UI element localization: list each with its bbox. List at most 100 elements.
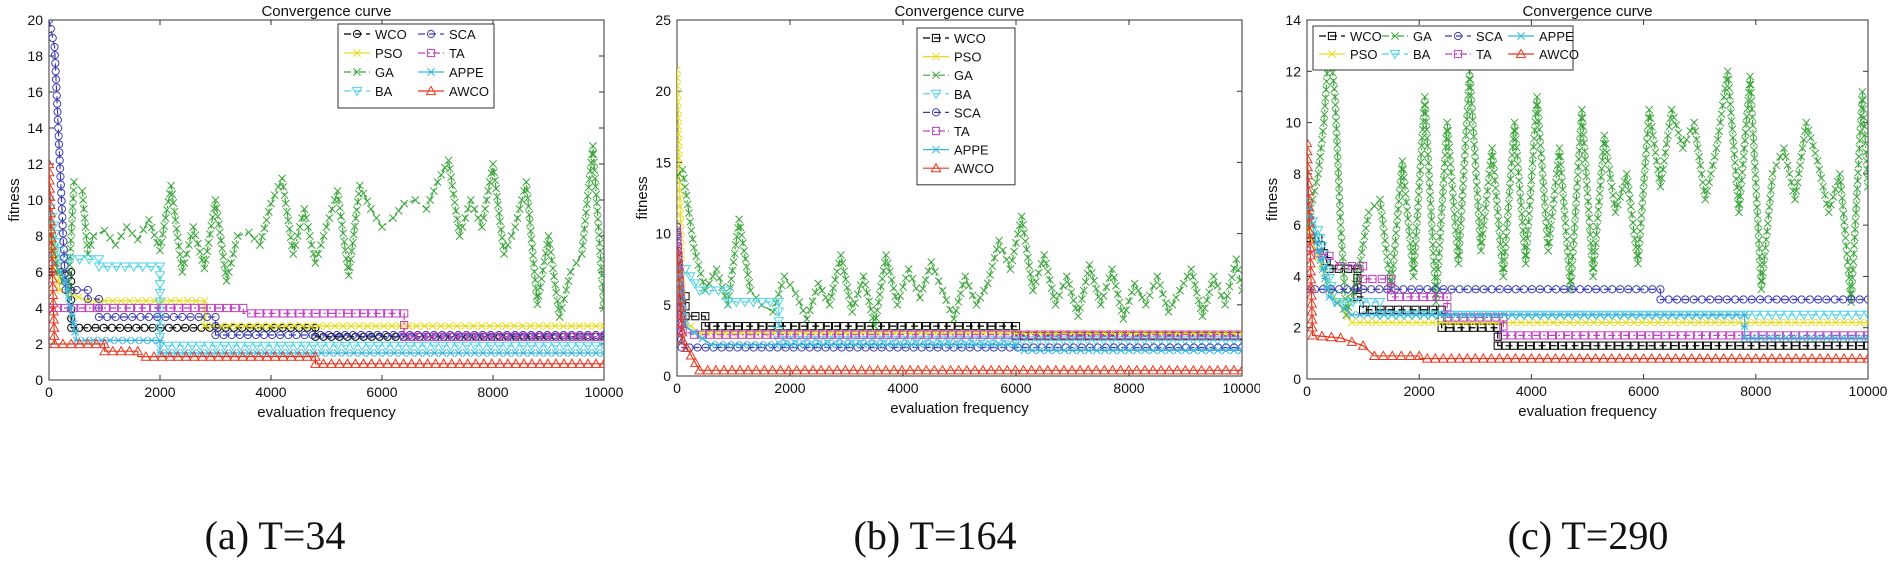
data-point-appe (1516, 310, 1525, 319)
legend-marker-ta (931, 126, 941, 136)
data-point-ga (1789, 186, 1798, 195)
data-point-ga (1731, 158, 1739, 167)
data-point-ga (1853, 176, 1862, 185)
data-point-ga (1616, 192, 1624, 201)
x-axis-label: evaluation frequency (1518, 403, 1657, 420)
data-point-awco (1766, 352, 1778, 363)
data-point-ga (546, 248, 555, 257)
data-point-ga (117, 232, 126, 240)
data-point-ga (1477, 238, 1486, 247)
data-point-ga (1397, 165, 1406, 174)
data-point-awco (124, 345, 135, 356)
data-point-ga (1497, 256, 1506, 265)
data-point-ta (1507, 331, 1516, 340)
data-point-ta (1645, 331, 1654, 340)
data-point-ba (1155, 336, 1167, 347)
data-point-awco (1236, 364, 1242, 375)
data-point-wco (75, 323, 84, 332)
data-point-appe (1798, 334, 1807, 342)
data-point-awco (382, 358, 394, 368)
data-point-ga (492, 184, 500, 193)
data-point-appe (114, 336, 123, 345)
data-point-ga (699, 278, 707, 286)
data-point-ga (1115, 298, 1124, 307)
data-point-ga (229, 250, 238, 258)
data-point-ba (93, 262, 105, 273)
data-point-ga (1059, 281, 1068, 290)
data-point-awco (677, 334, 689, 345)
data-point-ga (1529, 151, 1538, 160)
y-tick-label: 12 (1285, 63, 1301, 79)
data-point-ga (1658, 165, 1667, 174)
data-point-wco (327, 332, 336, 341)
data-point-awco (888, 364, 900, 375)
data-point-ga (1548, 212, 1556, 221)
data-point-ga (1504, 207, 1513, 216)
data-point-ga (1569, 244, 1578, 253)
data-point-ga (593, 214, 602, 223)
data-point-appe (1708, 310, 1717, 319)
data-point-ga (1859, 105, 1868, 114)
data-point-ga (1203, 296, 1211, 305)
data-point-ga (78, 187, 87, 195)
data-point-ga (827, 292, 836, 301)
data-point-sca (57, 188, 66, 197)
data-point-awco (1123, 364, 1135, 375)
data-point-appe (923, 340, 932, 349)
data-point-ga (1476, 246, 1485, 255)
data-point-wco (1493, 341, 1502, 350)
data-point-ga (964, 281, 973, 290)
data-point-ga (1744, 88, 1753, 97)
data-point-ga (191, 231, 200, 240)
data-point-ta (271, 309, 280, 318)
data-point-ga (207, 221, 216, 230)
data-point-awco (1074, 364, 1086, 375)
data-point-ba (137, 262, 149, 273)
data-point-awco (590, 358, 602, 368)
data-point-ga (580, 225, 589, 234)
data-point-ga (545, 240, 554, 249)
data-point-ga (1703, 186, 1712, 195)
data-point-ga (844, 291, 853, 300)
data-point-pso (591, 322, 600, 330)
y-axis-label: fitness (1264, 178, 1281, 221)
data-point-ga (458, 223, 467, 231)
data-point-sca (765, 343, 774, 352)
y-tick-label: 18 (27, 48, 43, 64)
data-point-ta (931, 330, 940, 339)
data-point-appe (1831, 334, 1840, 342)
data-point-sca (701, 343, 710, 352)
data-point-ga (912, 284, 921, 293)
data-point-ba (51, 238, 63, 249)
data-point-ga (217, 236, 226, 245)
data-point-ga (908, 274, 917, 283)
data-point-wco (197, 323, 206, 332)
data-point-ga (1600, 131, 1609, 140)
data-point-ga (1415, 174, 1424, 183)
data-point-appe (1092, 346, 1101, 355)
x-axis-label: evaluation frequency (257, 404, 396, 421)
data-point-ba (952, 336, 963, 347)
data-point-appe (963, 340, 972, 349)
data-point-sca (227, 330, 236, 340)
data-point-pso (1783, 318, 1792, 327)
data-point-sca (1503, 285, 1512, 294)
data-point-sca (1463, 285, 1472, 294)
data-point-ta (1108, 330, 1118, 339)
data-point-awco (1485, 352, 1497, 363)
data-point-ba (1073, 336, 1085, 347)
data-point-ga (1848, 273, 1857, 282)
data-point-ga (210, 204, 219, 213)
data-point-ta (1229, 330, 1239, 339)
data-point-appe (1644, 310, 1653, 319)
data-point-ga (689, 243, 698, 252)
y-tick-label: 10 (27, 192, 43, 208)
data-point-sca (61, 277, 70, 286)
data-point-ba (1228, 336, 1240, 347)
data-point-sca (53, 115, 62, 125)
legend-marker-pso (932, 52, 940, 61)
data-point-ba (1195, 336, 1207, 347)
data-point-awco (107, 345, 119, 356)
data-point-ga (1501, 240, 1510, 248)
data-point-ga (1856, 120, 1865, 129)
